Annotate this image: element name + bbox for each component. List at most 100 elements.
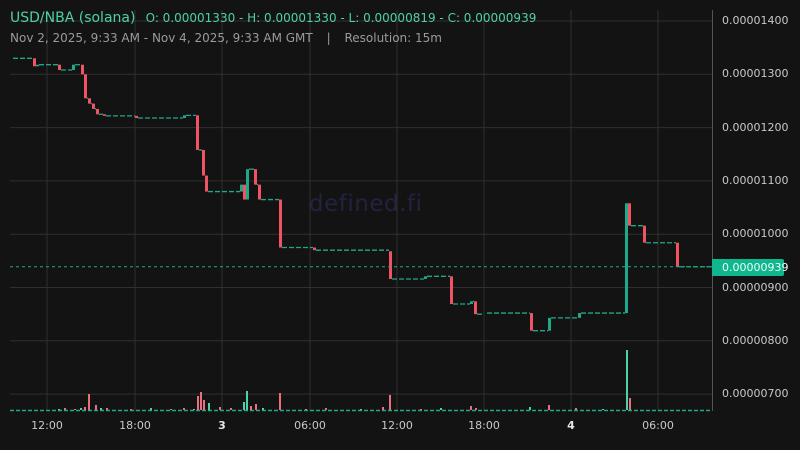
candle-up [625,203,628,314]
candle-down [88,98,91,104]
volume-bar [88,394,90,410]
volume-bar [250,406,252,410]
x-axis-time-label: 06:00 [294,419,326,432]
x-axis-time-label: 12:00 [31,419,63,432]
volume-bar [183,408,185,410]
volume-bar [470,406,472,410]
y-axis-label: 0.00001200 [722,120,789,134]
x-axis-day-label: 4 [567,419,575,432]
candle-down [279,199,282,248]
volume-bar [130,409,132,410]
candle-up [246,169,249,200]
candle-down [135,115,138,119]
candle-up [72,64,75,71]
date-range: Nov 2, 2025, 9:33 AM - Nov 4, 2025, 9:33… [10,31,313,45]
candle-down [628,203,631,226]
y-axis-label: 0.00000900 [722,280,789,294]
candle-down [474,301,477,315]
volume-bar [389,395,391,410]
x-axis-time-label: 12:00 [381,419,413,432]
volume-bar [74,409,76,410]
chart-header: USD/NBA (solana) O: 0.00001330 - H: 0.00… [10,10,536,45]
candle-down [389,251,392,279]
volume-bar [575,408,577,410]
candle-down [643,225,646,243]
volume-bar [197,396,199,410]
volume-bar [382,407,384,410]
candle-up [183,115,186,119]
volume-bar [106,408,108,410]
candle-down [84,74,87,99]
volume-bar [58,409,60,410]
pair-name: USD/NBA (solana) [10,10,136,26]
candle-up [578,313,581,318]
candle-down [196,115,199,150]
subtitle-row: Nov 2, 2025, 9:33 AM - Nov 4, 2025, 9:33… [10,31,536,45]
candle-down [676,242,679,267]
y-axis-label: 0.00000800 [722,333,789,347]
candle-down [205,175,208,192]
volume-bar [170,409,172,410]
candle-down [254,169,257,185]
x-axis-day-label: 3 [218,419,226,432]
candle-up [240,184,243,192]
volume-bar [80,408,82,410]
y-axis-label: 0.00000700 [722,387,789,401]
x-axis-time-label: 18:00 [119,419,151,432]
candle-down [103,114,106,116]
volume-bar [325,408,327,410]
volume-bar [243,402,245,410]
volume-bar [475,408,477,410]
volume-bar [602,409,604,410]
candle-down [243,184,246,200]
y-axis-label: 0.00001400 [722,14,789,27]
title-row: USD/NBA (solana) O: 0.00001330 - H: 0.00… [10,10,536,26]
volume-bar [208,403,210,410]
candle-down [530,313,533,331]
candle-down [258,184,261,200]
candle-down [33,58,36,67]
volume-bar [255,404,257,410]
separator: | [326,31,331,45]
volume-bar [230,408,232,410]
volume-bar [279,393,281,410]
volume-bar [262,408,264,410]
volume-bar [629,398,631,410]
x-axis-time-label: 06:00 [642,419,674,432]
volume-bar [305,409,307,410]
volume-bar [200,392,202,410]
resolution: Resolution: 15m [344,31,442,45]
candle-up [548,317,551,331]
candle-down [92,103,95,109]
candle-up [424,276,427,279]
y-axis-label: 0.00001300 [722,67,789,81]
volume-bar [360,409,362,410]
volume-bar [626,350,628,410]
candle-up [36,64,39,67]
x-axis-time-label: 18:00 [468,419,500,432]
volume-bar [193,409,195,410]
current-price-tag: 0.00000939 [712,259,788,276]
volume-bar [219,407,221,410]
volume-bar [420,409,422,410]
y-axis-label: 0.00001100 [722,173,789,187]
candle-up [470,301,473,305]
volume-bar [64,408,66,410]
candle-down [81,64,84,75]
watermark: defined.fi [309,191,423,217]
volume-bar [203,400,205,410]
volume-bar [246,391,248,410]
volume-bar [100,408,102,410]
candle-down [313,247,316,251]
candle-down [58,64,61,71]
candle-down [202,149,205,176]
candle-down [96,108,99,115]
volume-bar [548,405,550,410]
volume-bar [95,405,97,410]
volume-bar [84,407,86,410]
volume-bar [440,408,442,410]
candle-down [450,276,453,305]
volume-bar [150,408,152,410]
y-axis-label: 0.00001000 [722,227,789,241]
